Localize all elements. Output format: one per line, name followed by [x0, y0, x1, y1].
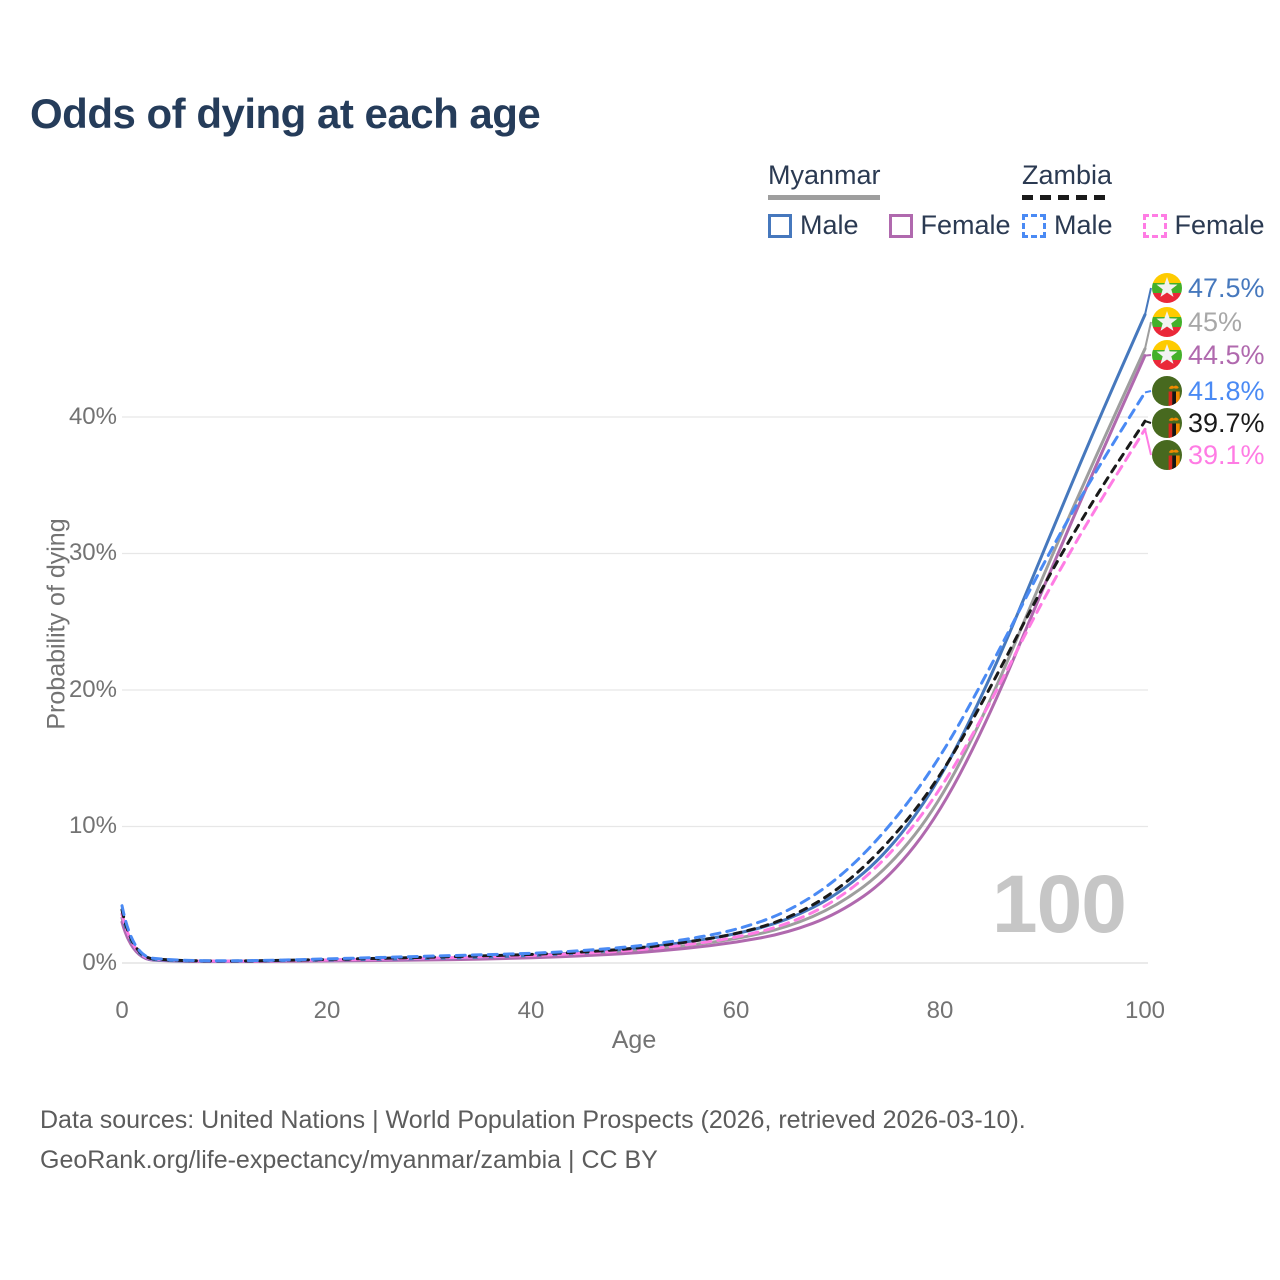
- zambia-flag-icon: [1152, 376, 1182, 406]
- y-axis-title: Probability of dying: [42, 518, 71, 730]
- end-label-myanmar-male: 47.5%: [1152, 273, 1265, 303]
- x-tick-60: 60: [722, 997, 750, 1024]
- end-label-zambia-male: 41.8%: [1152, 376, 1265, 406]
- y-tick-30: 30%: [68, 539, 117, 566]
- series-line-myanmar-female[interactable]: [120, 354, 1147, 964]
- attribution-line[interactable]: GeoRank.org/life-expectancy/myanmar/zamb…: [40, 1146, 658, 1174]
- x-tick-0: 0: [115, 997, 129, 1024]
- legend-item-myanmar-male[interactable]: Male: [800, 210, 859, 240]
- end-value-myanmar-male: 47.5%: [1188, 272, 1265, 303]
- end-value-zambia-total: 39.7%: [1188, 407, 1265, 438]
- endpoint-connectors: [1144, 287, 1152, 456]
- zambia-line-style-sample: [1022, 195, 1108, 200]
- end-value-myanmar-total: 45%: [1188, 306, 1243, 337]
- page-title: Odds of dying at each age: [30, 90, 541, 137]
- end-value-zambia-female: 39.1%: [1188, 439, 1265, 470]
- legend-item-zambia-female[interactable]: Female: [1174, 210, 1265, 240]
- y-tick-10: 10%: [68, 812, 117, 839]
- x-tick-100: 100: [1124, 997, 1166, 1024]
- myanmar-line-style-sample: [768, 195, 880, 200]
- series-line-myanmar-both-sexes[interactable]: [120, 347, 1147, 963]
- legend-country-myanmar-label: Myanmar: [768, 160, 881, 190]
- age-watermark: 100: [992, 859, 1127, 950]
- series-line-zambia-both-sexes[interactable]: [120, 419, 1147, 963]
- data-source-line: Data sources: United Nations | World Pop…: [40, 1106, 1026, 1134]
- y-tick-40: 40%: [68, 403, 117, 430]
- y-tick-20: 20%: [68, 676, 117, 703]
- legend-item-zambia-male[interactable]: Male: [1054, 210, 1113, 240]
- end-label-myanmar-total: 45%: [1152, 307, 1242, 337]
- x-axis-title: Age: [611, 1026, 657, 1054]
- legend-country-zambia-label: Zambia: [1022, 160, 1113, 190]
- series-line-zambia-male[interactable]: [120, 390, 1147, 963]
- zambia-flag-icon: [1152, 408, 1182, 438]
- legend-item-myanmar-female[interactable]: Female: [920, 210, 1011, 240]
- end-value-myanmar-female: 44.5%: [1188, 339, 1265, 370]
- zambia-female-swatch[interactable]: [1142, 213, 1167, 238]
- myanmar-flag-icon: [1152, 340, 1182, 370]
- legend-group-zambia: Zambia Male Female: [1022, 160, 1265, 241]
- myanmar-female-swatch[interactable]: [888, 213, 913, 238]
- end-label-zambia-total: 39.7%: [1152, 408, 1265, 438]
- y-tick-0: 0%: [82, 949, 117, 976]
- series-line-myanmar-male[interactable]: [120, 313, 1147, 963]
- end-label-zambia-female: 39.1%: [1152, 440, 1265, 470]
- myanmar-male-swatch[interactable]: [768, 213, 792, 238]
- legend-group-myanmar: Myanmar Male Female: [768, 160, 1011, 241]
- end-value-zambia-male: 41.8%: [1188, 375, 1265, 406]
- series-lines: [120, 313, 1147, 964]
- zambia-male-swatch[interactable]: [1022, 213, 1046, 238]
- myanmar-flag-icon: [1152, 273, 1182, 303]
- legend-country-zambia[interactable]: Zambia: [1022, 160, 1265, 200]
- legend-country-myanmar[interactable]: Myanmar: [768, 160, 1011, 200]
- x-tick-80: 80: [926, 997, 954, 1024]
- x-tick-20: 20: [313, 997, 341, 1024]
- x-tick-40: 40: [517, 997, 545, 1024]
- myanmar-flag-icon: [1152, 307, 1182, 337]
- zambia-flag-icon: [1152, 440, 1182, 470]
- end-label-myanmar-female: 44.5%: [1152, 340, 1265, 370]
